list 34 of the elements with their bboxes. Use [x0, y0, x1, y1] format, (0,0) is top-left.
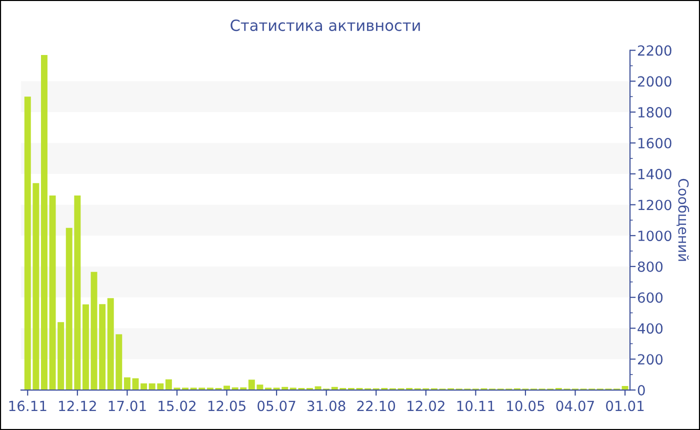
x-tick-label: 10.11: [457, 400, 494, 412]
bar: [124, 377, 130, 390]
y-tick-label: 200: [638, 354, 663, 365]
x-tick-label: 12.05: [208, 400, 246, 412]
x-tick-label: 16.11: [9, 400, 46, 412]
x-tick-label: 12.12: [59, 400, 96, 411]
x-tick-label: 22.10: [357, 400, 396, 412]
y-tick-label: 800: [638, 261, 663, 272]
bar: [99, 304, 106, 390]
x-tick-label: 05.07: [258, 400, 296, 412]
bar: [82, 304, 89, 390]
y-tick-label: 1800: [638, 107, 672, 118]
bar: [140, 383, 148, 390]
y-tick-label: 1000: [638, 230, 672, 242]
y-tick-label: 600: [638, 292, 663, 303]
chart-title: Статистика активности: [230, 20, 420, 32]
y-tick-label: 400: [638, 323, 663, 334]
x-tick-label: 15.02: [158, 400, 196, 412]
y-tick-label: 1200: [638, 200, 672, 210]
y-tick-label: 1400: [638, 168, 672, 180]
bar: [224, 386, 230, 390]
bar: [40, 54, 48, 390]
y-tick-label: 0: [638, 384, 645, 396]
y-axis-title: Сообщений: [676, 178, 690, 261]
y-tick-label: 1600: [638, 138, 672, 148]
y-tick-label: 2000: [638, 76, 672, 87]
x-tick-label: 31.08: [308, 400, 346, 412]
x-tick-label: 12.02: [408, 400, 444, 412]
y-tick-label: 2200: [638, 45, 672, 56]
x-tick-label: 01.01: [606, 400, 644, 412]
x-tick-label: 10.05: [507, 400, 544, 412]
x-tick-label: 17.01: [108, 400, 146, 412]
x-tick-label: 04.07: [556, 400, 594, 412]
bar: [90, 272, 98, 390]
